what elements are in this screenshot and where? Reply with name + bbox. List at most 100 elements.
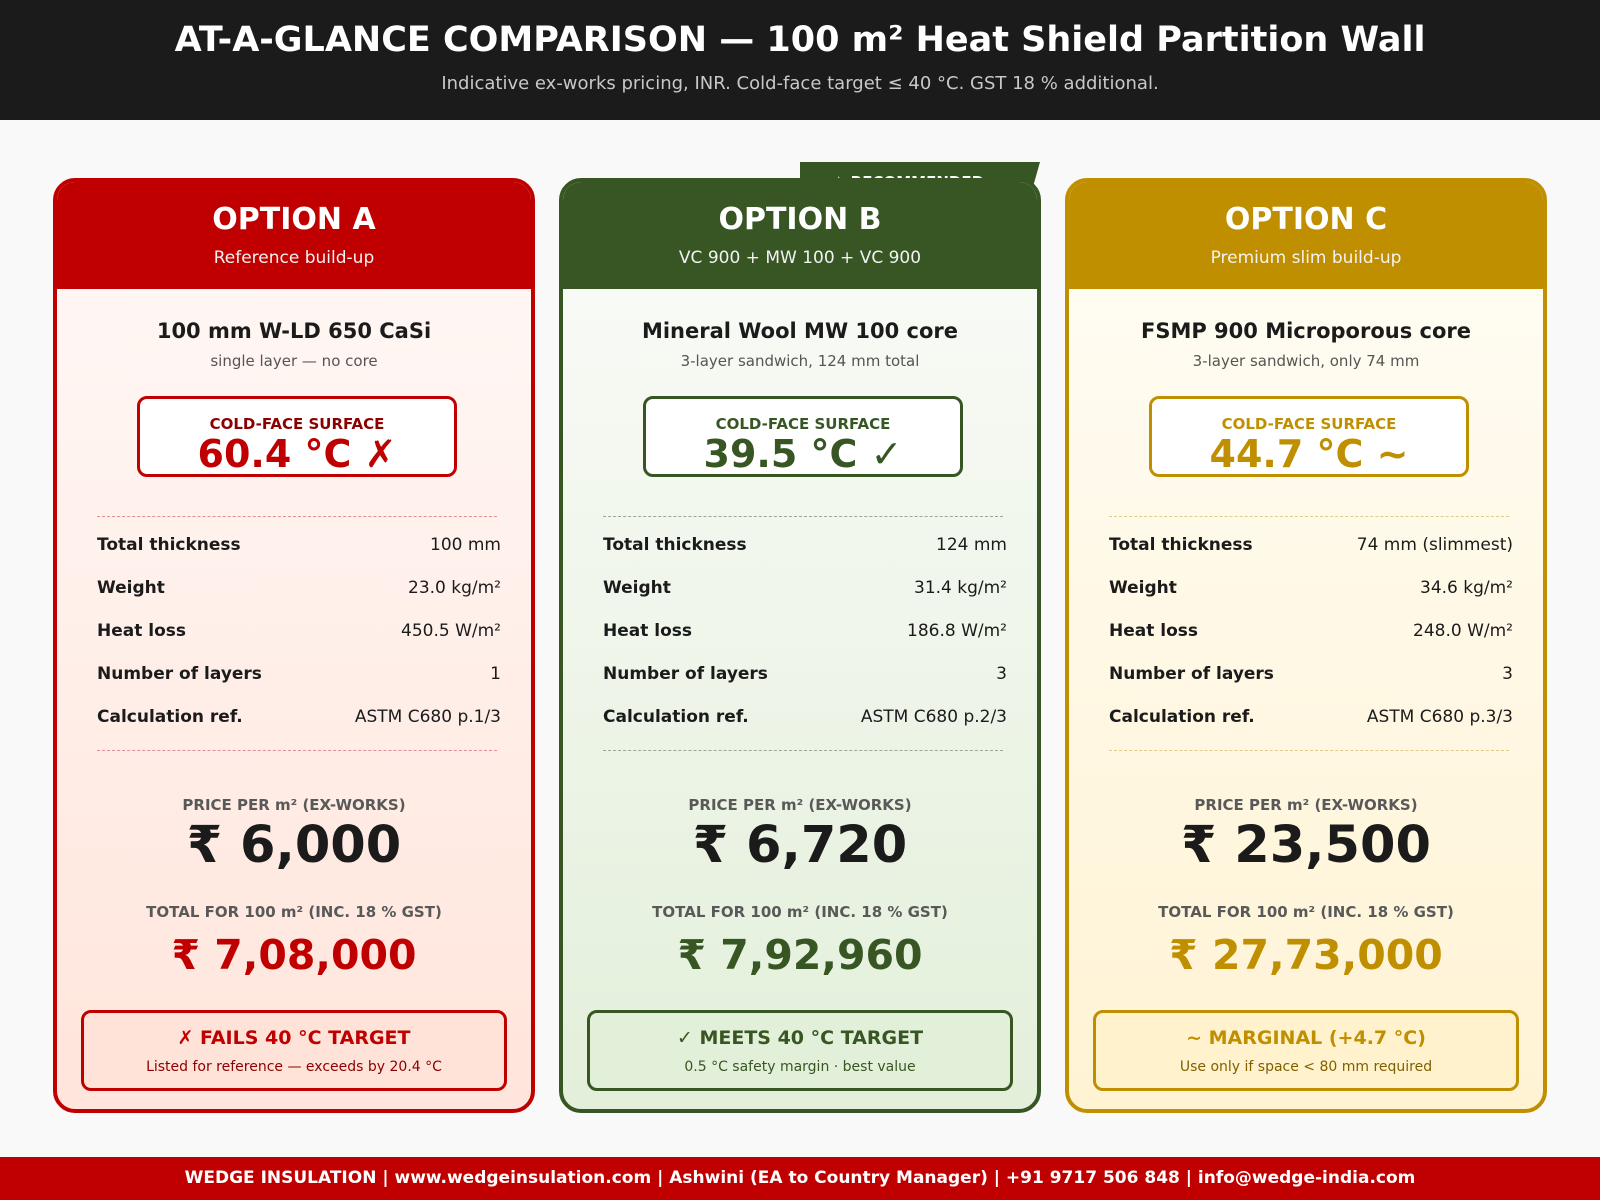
spec-value: 31.4 kg/m² bbox=[914, 578, 1007, 598]
divider bbox=[1109, 516, 1509, 517]
spec-value: ASTM C680 p.3/3 bbox=[1366, 707, 1513, 727]
total-label: TOTAL FOR 100 m² (INC. 18 % GST) bbox=[652, 903, 948, 921]
material-note: 3-layer sandwich, only 74 mm bbox=[1192, 352, 1420, 370]
total-label: TOTAL FOR 100 m² (INC. 18 % GST) bbox=[1158, 903, 1454, 921]
spec-label: Calculation ref. bbox=[1109, 707, 1255, 727]
spec-row: Total thickness 74 mm (slimmest) bbox=[1109, 535, 1513, 559]
option-name: OPTION B bbox=[718, 202, 882, 237]
material-note: 3-layer sandwich, 124 mm total bbox=[680, 352, 920, 370]
spec-value: 186.8 W/m² bbox=[907, 621, 1007, 641]
spec-value: 100 mm bbox=[430, 535, 501, 555]
spec-value: 74 mm (slimmest) bbox=[1356, 535, 1513, 555]
divider bbox=[97, 750, 497, 751]
cold-face-value: 60.4 °C ✗ bbox=[197, 432, 397, 476]
divider bbox=[603, 750, 1003, 751]
spec-row: Total thickness 100 mm bbox=[97, 535, 501, 559]
verdict-note: Listed for reference — exceeds by 20.4 °… bbox=[146, 1059, 442, 1075]
price-label: PRICE PER m² (EX-WORKS) bbox=[1194, 796, 1418, 814]
total-label: TOTAL FOR 100 m² (INC. 18 % GST) bbox=[146, 903, 442, 921]
cold-face-value: 39.5 °C ✓ bbox=[703, 432, 903, 476]
spec-label: Weight bbox=[97, 578, 165, 598]
spec-value: 248.0 W/m² bbox=[1413, 621, 1513, 641]
cold-face-label: COLD-FACE SURFACE bbox=[1221, 415, 1397, 433]
spec-row: Weight 23.0 kg/m² bbox=[97, 578, 501, 602]
spec-row: Calculation ref. ASTM C680 p.1/3 bbox=[97, 707, 501, 731]
divider bbox=[97, 516, 497, 517]
verdict-note: Use only if space < 80 mm required bbox=[1179, 1059, 1433, 1075]
spec-value: ASTM C680 p.2/3 bbox=[860, 707, 1007, 727]
spec-row: Calculation ref. ASTM C680 p.3/3 bbox=[1109, 707, 1513, 731]
spec-label: Weight bbox=[603, 578, 671, 598]
price-label: PRICE PER m² (EX-WORKS) bbox=[182, 796, 406, 814]
spec-row: Number of layers 3 bbox=[1109, 664, 1513, 688]
total: ₹ 27,73,000 bbox=[1169, 931, 1443, 979]
option-subtitle: Reference build-up bbox=[213, 248, 375, 268]
cold-face-value: 44.7 °C ~ bbox=[1209, 432, 1409, 476]
spec-value: 450.5 W/m² bbox=[401, 621, 501, 641]
material: Mineral Wool MW 100 core bbox=[641, 319, 959, 343]
title: AT-A-GLANCE COMPARISON — 100 m² Heat Shi… bbox=[174, 20, 1426, 60]
option-card: OPTION A Reference build-up 100 mm W-LD 65… bbox=[53, 178, 535, 1113]
spec-label: Total thickness bbox=[1109, 535, 1253, 555]
spec-value: 1 bbox=[490, 664, 501, 684]
spec-label: Total thickness bbox=[97, 535, 241, 555]
verdict-box: ✗ FAILS 40 °C TARGET Listed for reference… bbox=[81, 1010, 507, 1091]
spec-label: Number of layers bbox=[97, 664, 262, 684]
spec-label: Number of layers bbox=[603, 664, 768, 684]
total: ₹ 7,92,960 bbox=[677, 931, 923, 979]
card-header bbox=[1069, 182, 1543, 289]
cold-face-box: COLD-FACE SURFACE 44.7 °C ~ bbox=[1149, 396, 1469, 477]
option-name: OPTION A bbox=[212, 202, 376, 237]
spec-label: Calculation ref. bbox=[603, 707, 749, 727]
verdict: ✓ MEETS 40 °C TARGET bbox=[676, 1027, 924, 1049]
spec-value: 34.6 kg/m² bbox=[1420, 578, 1513, 598]
spec-label: Heat loss bbox=[1109, 621, 1199, 641]
option-card: OPTION C Premium slim build-up FSMP 900 Mi… bbox=[1065, 178, 1547, 1113]
option-card: OPTION B VC 900 + MW 100 + VC 900 Mineral … bbox=[559, 178, 1041, 1113]
spec-row: Calculation ref. ASTM C680 p.2/3 bbox=[603, 707, 1007, 731]
header: AT-A-GLANCE COMPARISON — 100 m² Heat Shi… bbox=[0, 0, 1600, 120]
material: FSMP 900 Microporous core bbox=[1140, 319, 1472, 343]
option-name: OPTION C bbox=[1224, 202, 1388, 237]
verdict-box: ✓ MEETS 40 °C TARGET 0.5 °C safety margin… bbox=[587, 1010, 1013, 1091]
cold-face-label: COLD-FACE SURFACE bbox=[209, 415, 385, 433]
material: 100 mm W-LD 650 CaSi bbox=[156, 319, 432, 343]
footer: WEDGE INSULATION | www.wedgeinsulation.c… bbox=[0, 1157, 1600, 1200]
cold-face-box: COLD-FACE SURFACE 60.4 °C ✗ bbox=[137, 396, 457, 477]
card-header bbox=[57, 182, 531, 289]
spec-row: Weight 31.4 kg/m² bbox=[603, 578, 1007, 602]
spec-label: Total thickness bbox=[603, 535, 747, 555]
spec-row: Heat loss 450.5 W/m² bbox=[97, 621, 501, 645]
card-header bbox=[563, 182, 1037, 289]
spec-row: Heat loss 186.8 W/m² bbox=[603, 621, 1007, 645]
verdict: ~ MARGINAL (+4.7 °C) bbox=[1186, 1027, 1426, 1049]
spec-value: 3 bbox=[1502, 664, 1513, 684]
spec-value: ASTM C680 p.1/3 bbox=[354, 707, 501, 727]
spec-label: Calculation ref. bbox=[97, 707, 243, 727]
cold-face-label: COLD-FACE SURFACE bbox=[715, 415, 891, 433]
divider bbox=[603, 516, 1003, 517]
material-note: single layer — no core bbox=[210, 352, 378, 370]
divider bbox=[1109, 750, 1509, 751]
verdict: ✗ FAILS 40 °C TARGET bbox=[177, 1027, 411, 1049]
price: ₹ 6,720 bbox=[692, 816, 908, 875]
spec-row: Number of layers 3 bbox=[603, 664, 1007, 688]
spec-row: Number of layers 1 bbox=[97, 664, 501, 688]
spec-row: Weight 34.6 kg/m² bbox=[1109, 578, 1513, 602]
spec-row: Total thickness 124 mm bbox=[603, 535, 1007, 559]
spec-label: Weight bbox=[1109, 578, 1177, 598]
verdict-note: 0.5 °C safety margin · best value bbox=[684, 1059, 916, 1075]
subtitle: Indicative ex-works pricing, INR. Cold-f… bbox=[441, 73, 1159, 94]
spec-value: 3 bbox=[996, 664, 1007, 684]
total: ₹ 7,08,000 bbox=[171, 931, 417, 979]
spec-label: Heat loss bbox=[97, 621, 187, 641]
price: ₹ 23,500 bbox=[1180, 816, 1432, 875]
option-subtitle: VC 900 + MW 100 + VC 900 bbox=[678, 248, 922, 268]
price: ₹ 6,000 bbox=[186, 816, 402, 875]
cold-face-box: COLD-FACE SURFACE 39.5 °C ✓ bbox=[643, 396, 963, 477]
spec-row: Heat loss 248.0 W/m² bbox=[1109, 621, 1513, 645]
spec-label: Number of layers bbox=[1109, 664, 1274, 684]
price-label: PRICE PER m² (EX-WORKS) bbox=[688, 796, 912, 814]
option-subtitle: Premium slim build-up bbox=[1210, 248, 1402, 268]
